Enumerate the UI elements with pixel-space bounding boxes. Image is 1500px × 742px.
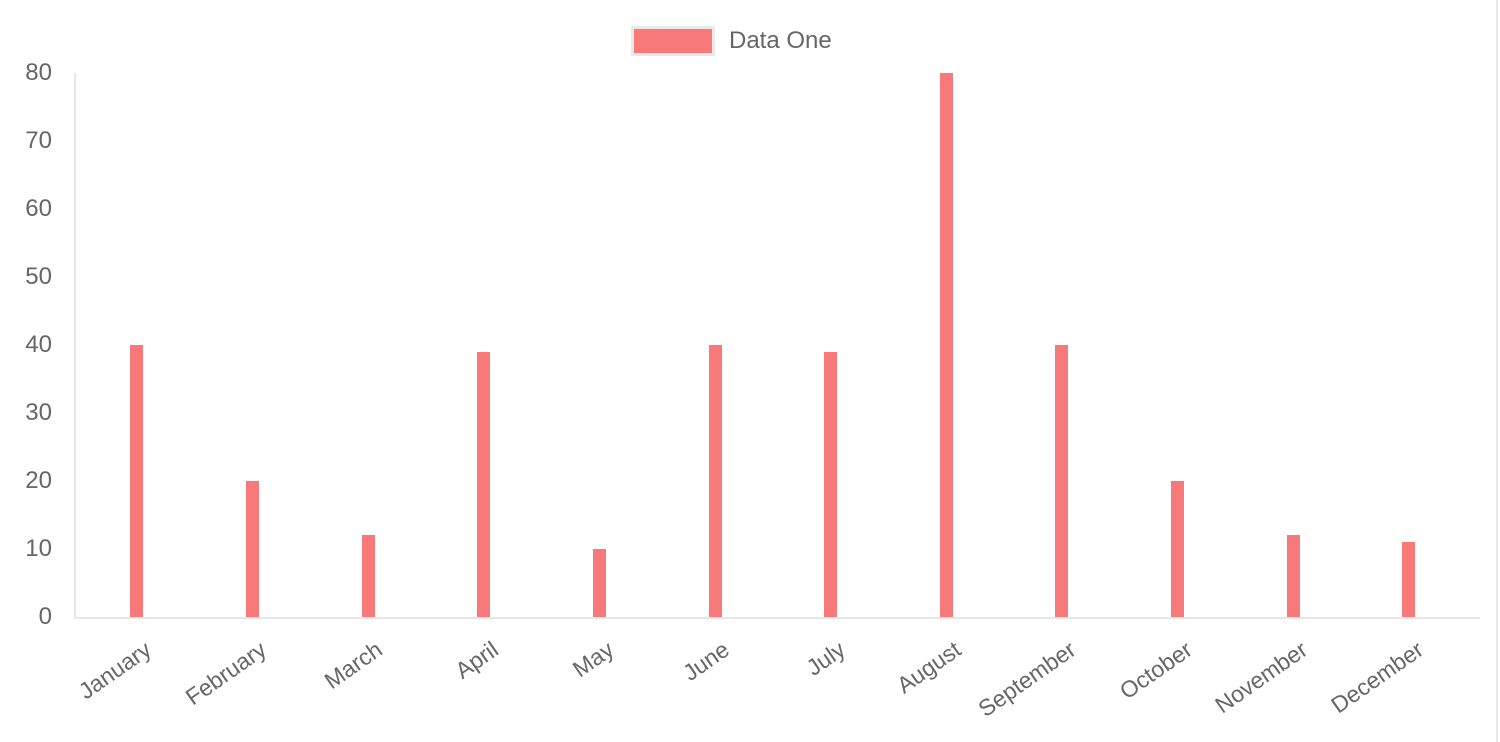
bar-november[interactable] xyxy=(1286,535,1300,617)
x-tick-label-november: November xyxy=(1210,636,1313,719)
bar-september[interactable] xyxy=(1055,345,1069,617)
x-tick-label-march: March xyxy=(319,636,388,694)
x-tick-label-june: June xyxy=(678,636,734,686)
bar-july[interactable] xyxy=(824,351,838,617)
x-tick-label-september: September xyxy=(973,636,1081,722)
x-tick-label-january: January xyxy=(73,636,156,705)
bar-october[interactable] xyxy=(1171,481,1185,617)
y-tick-label: 50 xyxy=(25,263,52,290)
legend-label-data-one[interactable]: Data One xyxy=(729,27,832,54)
bar-april[interactable] xyxy=(477,351,491,617)
y-tick-label: 80 xyxy=(25,59,52,86)
bar-march[interactable] xyxy=(361,535,375,617)
legend-swatch-data-one[interactable] xyxy=(631,26,715,56)
y-tick-label: 60 xyxy=(25,195,52,222)
y-axis-line xyxy=(74,73,76,618)
y-tick-label: 20 xyxy=(25,467,52,494)
bar-january[interactable] xyxy=(130,345,144,617)
y-tick-label: 10 xyxy=(25,535,52,562)
y-tick-label: 0 xyxy=(38,603,52,630)
x-tick-label-july: July xyxy=(801,636,850,681)
y-tick-label: 30 xyxy=(25,399,52,426)
bar-february[interactable] xyxy=(245,481,259,617)
x-tick-label-december: December xyxy=(1325,636,1428,719)
bar-may[interactable] xyxy=(592,549,606,617)
bar-june[interactable] xyxy=(708,345,722,617)
y-tick-label: 40 xyxy=(25,331,52,358)
x-tick-label-august: August xyxy=(891,636,966,699)
x-tick-label-may: May xyxy=(567,636,619,683)
x-tick-label-april: April xyxy=(450,636,503,684)
bar-august[interactable] xyxy=(939,73,953,617)
x-tick-label-february: February xyxy=(181,636,272,711)
bar-december[interactable] xyxy=(1402,542,1416,617)
x-tick-label-october: October xyxy=(1114,636,1197,705)
y-tick-label: 70 xyxy=(25,127,52,154)
page-right-border xyxy=(1496,0,1498,742)
x-axis-line xyxy=(74,617,1480,619)
